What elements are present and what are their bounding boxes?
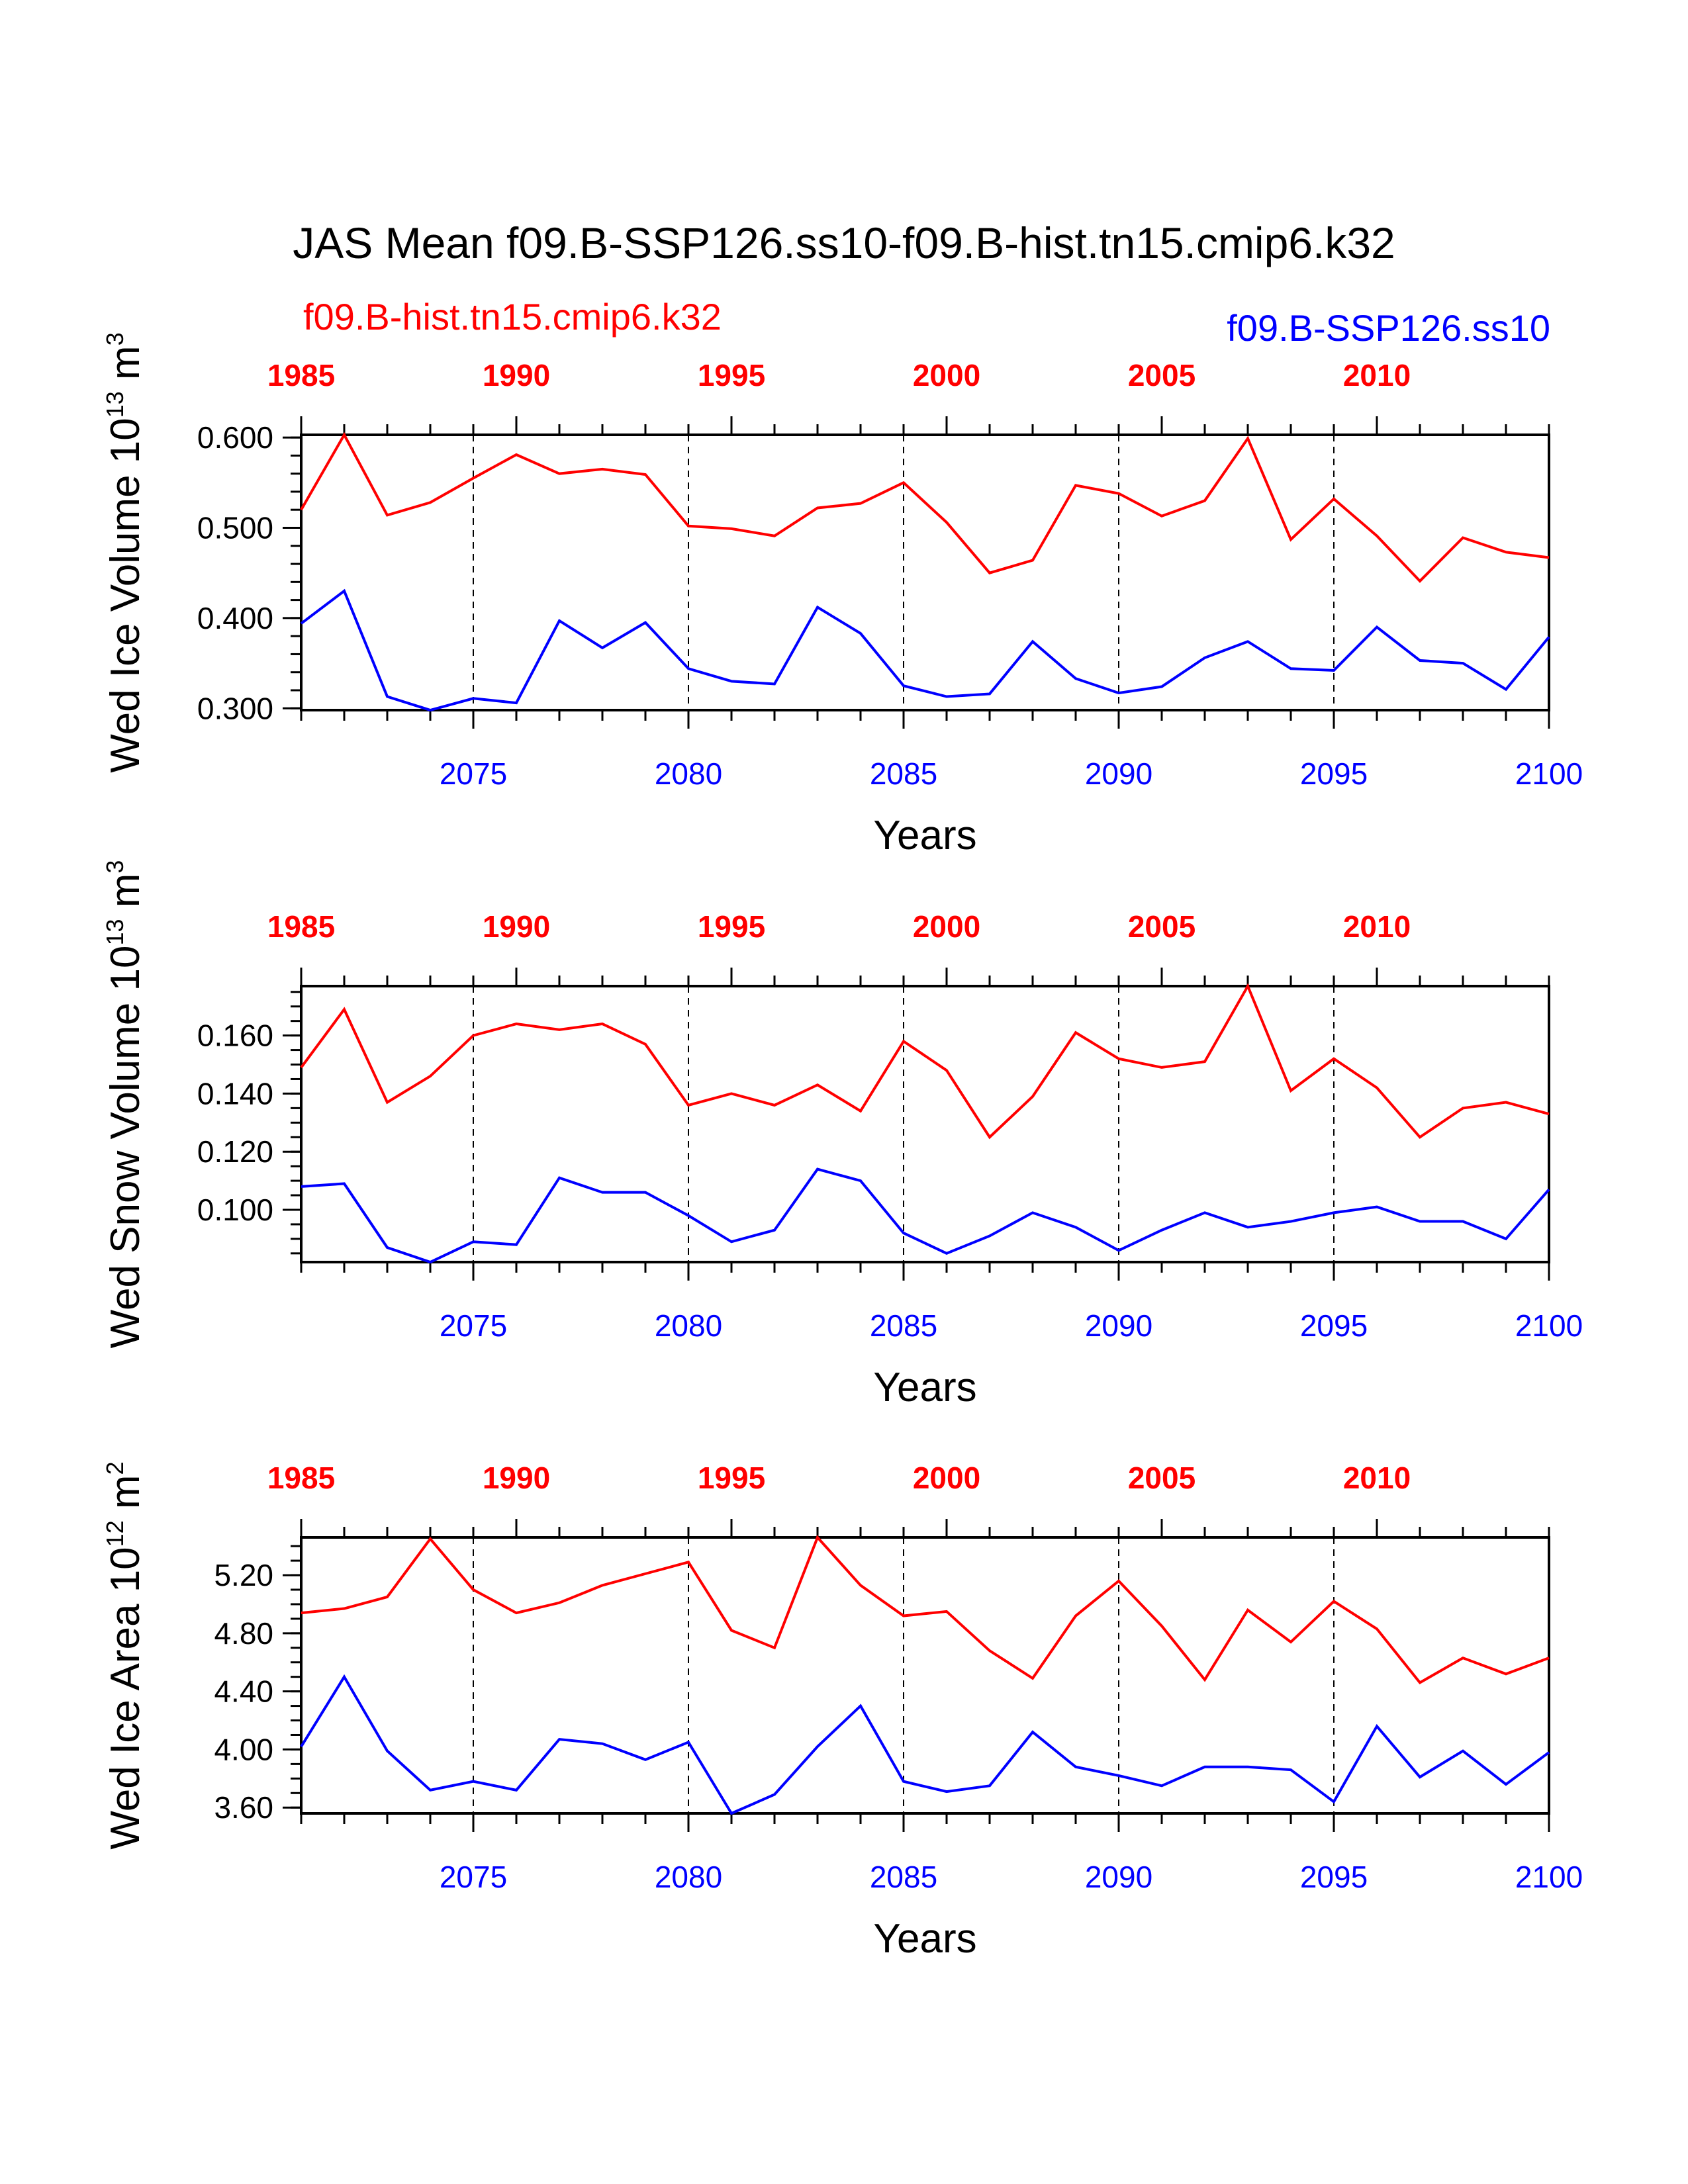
- plot-frame: [300, 1536, 1550, 1815]
- y-label-text: Wed Snow Volume 10: [103, 946, 148, 1349]
- y-label-text: m: [103, 345, 148, 391]
- top-tick-label-1990: 1990: [483, 358, 550, 392]
- bottom-tick-label-2080: 2080: [655, 1308, 722, 1343]
- y-tick-label-4.40: 4.40: [214, 1674, 273, 1709]
- chart-panel-1: 2075 2080 2085 2090 2095 2100 1985 1990 1995 2000…: [101, 332, 1583, 858]
- y-label-superscript: 13: [101, 391, 128, 418]
- chart-panel-2: 2075 2080 2085 2090 2095 2100 1985 1990 1995 2000…: [101, 860, 1583, 1410]
- series-line-ssp: [301, 1167, 1550, 1264]
- legend-ssp-label: f09.B-SSP126.ss10: [1227, 307, 1550, 349]
- y-tick-label-0.600: 0.600: [197, 420, 273, 455]
- bottom-tick-label-2090: 2090: [1085, 1308, 1152, 1343]
- top-tick-label-2000: 2000: [913, 909, 980, 944]
- top-tick-label-1985: 1985: [267, 909, 335, 944]
- plot-frame: [300, 985, 1550, 1263]
- top-tick-label-1995: 1995: [698, 909, 765, 944]
- y-tick-label-0.160: 0.160: [197, 1019, 273, 1053]
- x-axis-label: Years: [873, 1365, 976, 1410]
- y-tick-label-4.80: 4.80: [214, 1616, 273, 1651]
- bottom-tick-label-2075: 2075: [440, 1308, 507, 1343]
- bottom-tick-label-2090: 2090: [1085, 756, 1152, 791]
- top-tick-label-2005: 2005: [1128, 358, 1196, 392]
- x-axis-label: Years: [873, 1916, 976, 1962]
- y-tick-label-0.100: 0.100: [197, 1193, 273, 1227]
- bottom-tick-label-2075: 2075: [440, 1860, 507, 1894]
- y-tick-label-0.140: 0.140: [197, 1076, 273, 1111]
- top-tick-label-1995: 1995: [698, 1461, 765, 1495]
- y-label-superscript: 12: [101, 1520, 128, 1547]
- y-axis-label: Wed Ice Volume 1013 m3: [101, 332, 148, 772]
- y-label-superscript: 2: [101, 1461, 128, 1475]
- bottom-tick-label-2085: 2085: [870, 756, 937, 791]
- y-tick-label-0.120: 0.120: [197, 1134, 273, 1169]
- x-axis-label: Years: [873, 813, 976, 858]
- y-tick-label-4.00: 4.00: [214, 1732, 273, 1766]
- y-axis-label: Wed Snow Volume 1013 m3: [101, 860, 148, 1349]
- top-tick-label-1985: 1985: [267, 358, 335, 392]
- y-axis-label: Wed Ice Area 1012 m2: [101, 1461, 148, 1849]
- series-line-hist: [300, 432, 1550, 583]
- bottom-tick-label-2080: 2080: [655, 1860, 722, 1894]
- y-tick-label-0.500: 0.500: [197, 510, 273, 545]
- bottom-tick-label-2085: 2085: [870, 1308, 937, 1343]
- y-tick-label-3.60: 3.60: [214, 1790, 273, 1825]
- top-tick-label-2010: 2010: [1343, 358, 1411, 392]
- top-tick-label-2010: 2010: [1343, 1461, 1411, 1495]
- bottom-tick-label-2080: 2080: [655, 756, 722, 791]
- bottom-tick-label-2100: 2100: [1515, 1860, 1583, 1894]
- bottom-tick-label-2095: 2095: [1300, 1860, 1368, 1894]
- top-tick-label-1995: 1995: [698, 358, 765, 392]
- series-line-ssp: [300, 1674, 1550, 1815]
- top-tick-label-1985: 1985: [267, 1461, 335, 1495]
- bottom-tick-label-2100: 2100: [1515, 756, 1583, 791]
- legend-hist-label: f09.B-hist.tn15.cmip6.k32: [303, 296, 722, 338]
- top-tick-label-2000: 2000: [913, 1461, 980, 1495]
- y-label-superscript: 3: [101, 860, 128, 874]
- top-tick-label-1990: 1990: [483, 909, 550, 944]
- y-tick-label-0.400: 0.400: [197, 601, 273, 635]
- bottom-tick-label-2100: 2100: [1515, 1308, 1583, 1343]
- y-label-superscript: 13: [101, 919, 128, 945]
- chart-panel-3: 2075 2080 2085 2090 2095 2100 1985 1990 1995 2000…: [101, 1461, 1583, 1962]
- y-tick-label-0.300: 0.300: [197, 691, 273, 725]
- bottom-tick-label-2090: 2090: [1085, 1860, 1152, 1894]
- series-line-hist: [300, 983, 1550, 1140]
- bottom-tick-label-2085: 2085: [870, 1860, 937, 1894]
- y-label-text: m: [103, 874, 148, 919]
- y-label-text: Wed Ice Area 10: [103, 1547, 148, 1849]
- top-tick-label-1990: 1990: [483, 1461, 550, 1495]
- y-label-superscript: 3: [101, 332, 128, 345]
- chart-title: JAS Mean f09.B-SSP126.ss10-f09.B-hist.tn…: [293, 218, 1395, 267]
- top-tick-label-2005: 2005: [1128, 909, 1196, 944]
- y-tick-label-5.20: 5.20: [214, 1558, 273, 1592]
- series-line-ssp: [300, 588, 1550, 712]
- top-tick-label-2005: 2005: [1128, 1461, 1196, 1495]
- top-tick-label-2010: 2010: [1343, 909, 1411, 944]
- bottom-tick-label-2075: 2075: [440, 756, 507, 791]
- y-label-text: Wed Ice Volume 10: [103, 418, 148, 773]
- bottom-tick-label-2095: 2095: [1300, 756, 1368, 791]
- series-line-hist: [301, 1535, 1550, 1685]
- y-label-text: m: [103, 1475, 148, 1520]
- top-tick-label-2000: 2000: [913, 358, 980, 392]
- bottom-tick-label-2095: 2095: [1300, 1308, 1368, 1343]
- plot-frame: [300, 433, 1550, 711]
